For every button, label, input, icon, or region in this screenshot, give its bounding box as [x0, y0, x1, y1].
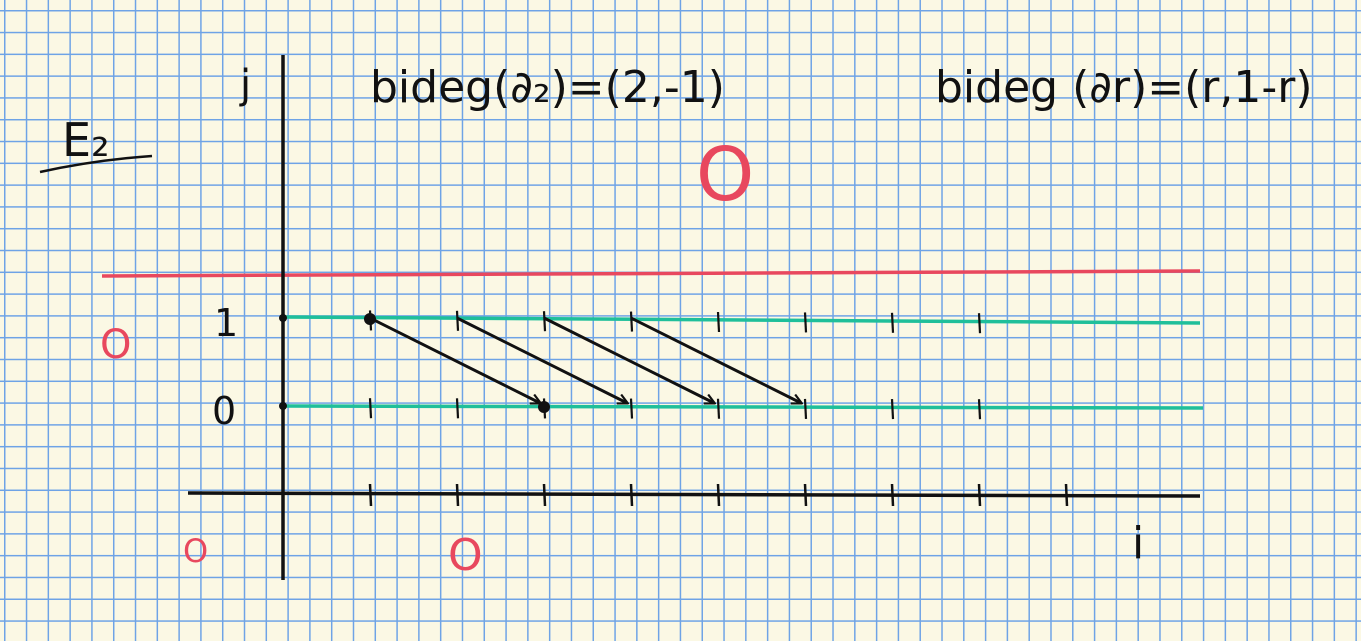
row-tick	[455, 398, 460, 419]
i-axis-tick	[803, 483, 808, 507]
bideg-d2-formula: bideg(∂₂)=(2,-1)	[370, 62, 725, 113]
differential-arrow	[369, 316, 540, 403]
diagram-marks	[279, 310, 1069, 507]
row-tick	[803, 398, 808, 419]
row-tick	[368, 398, 373, 419]
i-axis-tick	[629, 483, 634, 507]
i-axis	[187, 491, 1201, 498]
bideg-dr-formula: bideg (∂r)=(r,1-r)	[935, 62, 1312, 113]
page-label-underline	[39, 154, 153, 174]
differential-arrow	[630, 316, 801, 403]
i-axis-tick	[716, 483, 721, 507]
differential-arrow	[543, 316, 714, 403]
row-tick	[455, 310, 460, 331]
zero-big-label: O	[696, 132, 754, 218]
row-zero-label: 0	[212, 389, 236, 433]
zero-left-label: O	[100, 322, 131, 368]
zero-bottom-mid-label: O	[448, 530, 483, 581]
i-axis-tick	[1064, 483, 1069, 507]
i-axis-label: i	[1132, 518, 1144, 569]
zero-bottom-left-label: O	[183, 532, 208, 570]
page-label: E₂	[62, 113, 110, 167]
class-dot	[538, 401, 550, 413]
i-axis-tick	[542, 483, 547, 507]
row-origin-dot	[279, 314, 287, 322]
row-tick	[716, 398, 721, 419]
row-origin-dot	[279, 402, 287, 410]
row-zero-line	[282, 404, 1204, 410]
row-one-label: 1	[214, 301, 238, 345]
row-one-line	[282, 315, 1201, 325]
row-tick	[542, 311, 547, 332]
row-tick	[803, 312, 808, 333]
j-axis-label: j	[239, 62, 251, 108]
row-tick	[629, 398, 634, 419]
row-tick	[890, 398, 895, 420]
row-tick	[977, 313, 982, 334]
row-tick	[716, 311, 721, 333]
row-tick	[977, 399, 982, 420]
class-dot	[364, 313, 376, 325]
row-tick	[890, 312, 895, 333]
red-boundary-line	[101, 269, 1201, 278]
differential-arrow	[456, 316, 627, 403]
row-tick	[629, 311, 634, 332]
i-axis-tick	[368, 483, 373, 507]
i-axis-tick	[977, 483, 982, 507]
i-axis-tick	[890, 483, 895, 507]
i-axis-tick	[455, 483, 460, 507]
